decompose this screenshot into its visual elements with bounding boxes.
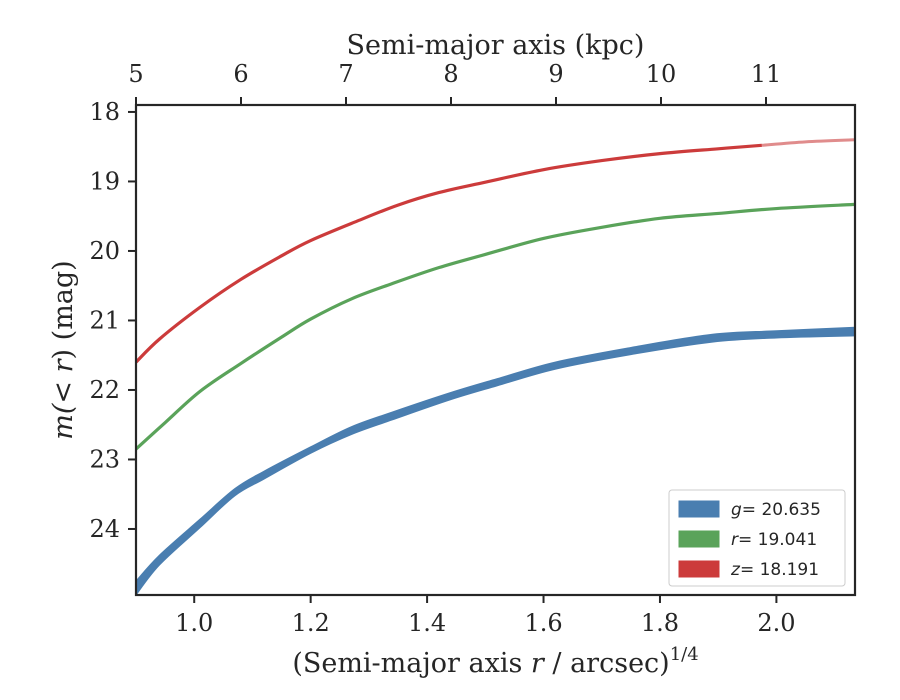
bottom-axis-label-suffix: / arcsec) <box>544 648 670 679</box>
y-tick-label-4: 22 <box>89 376 120 404</box>
top-tick-label-2: 7 <box>338 60 353 88</box>
legend-label-g-value: = 20.635 <box>742 500 821 520</box>
legend-swatch-r <box>678 530 720 548</box>
y-axis-label-close: ) <box>48 349 79 360</box>
legend-label-r: r= 19.041 <box>731 530 817 550</box>
legend-label-z-var: z <box>730 560 741 580</box>
y-tick-label-2: 20 <box>89 237 120 265</box>
y-axis-label-var: < r <box>48 357 79 403</box>
legend-label-z: z= 18.191 <box>730 560 819 580</box>
legend-label-r-var: r <box>731 530 739 550</box>
top-tick-label-4: 9 <box>548 60 563 88</box>
legend-label-g-var: g <box>731 500 742 520</box>
y-tick-label-6: 24 <box>89 515 120 543</box>
y-axis-label-main: m( <box>48 402 79 440</box>
y-tick-label-1: 19 <box>89 167 120 195</box>
y-axis-label: m(< r) (mag) <box>48 260 79 439</box>
bottom-axis-label: (Semi-major axis r / arcsec)1/4 <box>292 644 698 679</box>
y-tick-label-5: 23 <box>89 445 120 473</box>
x-tick-label-5: 2.0 <box>757 609 795 637</box>
top-axis-label: Semi-major axis (kpc) <box>347 30 645 61</box>
top-tick-label-6: 11 <box>751 60 782 88</box>
legend-label-g: g= 20.635 <box>731 500 821 520</box>
series-g-band <box>136 326 855 595</box>
x-tick-label-3: 1.6 <box>524 609 562 637</box>
ticks-layer: 1.0 1.2 1.4 1.6 1.8 2.0 18 19 20 21 22 23 24 5 6 7 8 9 10 1… <box>89 60 795 637</box>
legend-label-r-value: = 19.041 <box>738 530 817 550</box>
x-tick-label-4: 1.8 <box>641 609 679 637</box>
bottom-axis-label-prefix: (Semi-major axis <box>292 648 531 679</box>
legend-label-z-value: = 18.191 <box>740 560 819 580</box>
x-tick-label-2: 1.4 <box>408 609 446 637</box>
series-z-line <box>136 143 762 364</box>
series-layer <box>136 138 855 595</box>
plot-frame <box>134 103 857 597</box>
y-tick-label-0: 18 <box>89 98 120 126</box>
series-r-line <box>136 202 855 451</box>
y-tick-label-3: 21 <box>89 306 120 334</box>
legend-swatch-g <box>678 500 720 518</box>
top-tick-label-3: 8 <box>443 60 458 88</box>
x-tick-label-0: 1.0 <box>175 609 213 637</box>
x-tick-label-1: 1.2 <box>292 609 330 637</box>
bottom-axis-label-exponent: 1/4 <box>670 644 699 665</box>
top-tick-label-0: 5 <box>128 60 143 88</box>
legend-swatch-z <box>678 560 720 578</box>
y-axis-label-unit: (mag) <box>48 260 79 349</box>
series-z-line-extension <box>761 138 855 147</box>
top-tick-label-5: 10 <box>646 60 677 88</box>
top-tick-label-1: 6 <box>233 60 248 88</box>
bottom-axis-label-var: r <box>531 648 546 679</box>
